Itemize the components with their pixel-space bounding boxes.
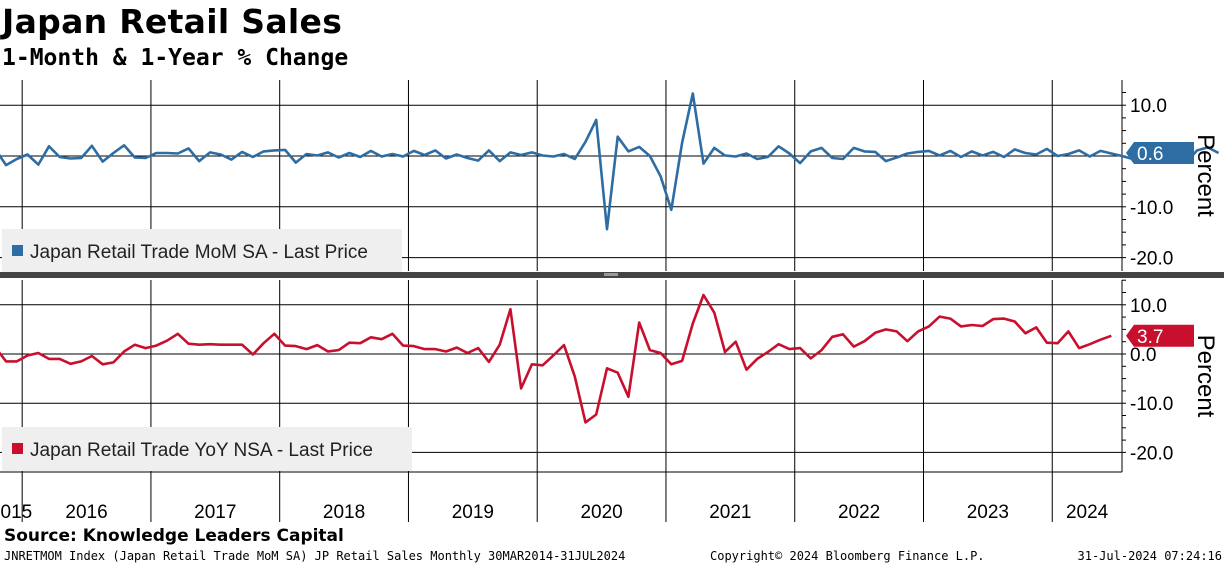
- chart-subtitle: 1-Month & 1-Year % Change: [2, 45, 349, 71]
- y-axis-label: Percent: [1192, 134, 1219, 217]
- x-tick-label: 2021: [709, 502, 751, 523]
- panel-divider-grip: [604, 273, 618, 276]
- x-tick-label: 2024: [1066, 502, 1109, 523]
- legend-swatch: [12, 245, 23, 256]
- y-tick-label: -10.0: [1130, 198, 1173, 219]
- footer-copyright: Copyright© 2024 Bloomberg Finance L.P.: [710, 549, 985, 563]
- legend-label: Japan Retail Trade YoY NSA - Last Price: [30, 440, 373, 461]
- series-line-yoy: [0, 293, 1112, 424]
- footer-index-info: JNRETMOM Index (Japan Retail Trade MoM S…: [4, 549, 626, 563]
- legend-label: Japan Retail Trade MoM SA - Last Price: [30, 242, 368, 263]
- last-value-tag: [1126, 324, 1194, 347]
- x-tick-label: 2018: [323, 502, 365, 523]
- x-tick-label: 2022: [838, 502, 880, 523]
- y-tick-label: -20.0: [1130, 249, 1173, 270]
- last-value-label: 3.7: [1137, 327, 1163, 348]
- x-tick-label: 2015: [0, 502, 32, 523]
- y-tick-label: 10.0: [1130, 96, 1167, 117]
- x-tick-label: 2019: [452, 502, 494, 523]
- x-tick-label: 2016: [65, 502, 107, 523]
- y-axis-label: Percent: [1192, 335, 1219, 418]
- x-tick-label: 2020: [580, 502, 622, 523]
- last-value-label: 0.6: [1137, 144, 1163, 165]
- y-tick-label: 10.0: [1130, 296, 1167, 317]
- source-note: Source: Knowledge Leaders Capital: [4, 526, 344, 546]
- last-value-tag: [1126, 141, 1194, 164]
- legend-box: [2, 427, 412, 471]
- legend-box: [2, 229, 402, 273]
- x-tick-label: 2023: [967, 502, 1009, 523]
- y-tick-label: -20.0: [1130, 443, 1173, 464]
- chart-title: Japan Retail Sales: [2, 2, 343, 41]
- panel-yoy: 10.0 0.0 -10.0 -20.0 3.7 Percent Japan Retail …: [0, 279, 1219, 472]
- legend-swatch: [12, 443, 23, 454]
- x-tick-label: 2017: [194, 502, 236, 523]
- footer-timestamp: 31-Jul-2024 07:24:16: [1077, 549, 1223, 563]
- series-line-mom: [0, 92, 1220, 231]
- y-tick-label: 0.0: [1130, 345, 1156, 366]
- y-tick-label: -10.0: [1130, 394, 1173, 415]
